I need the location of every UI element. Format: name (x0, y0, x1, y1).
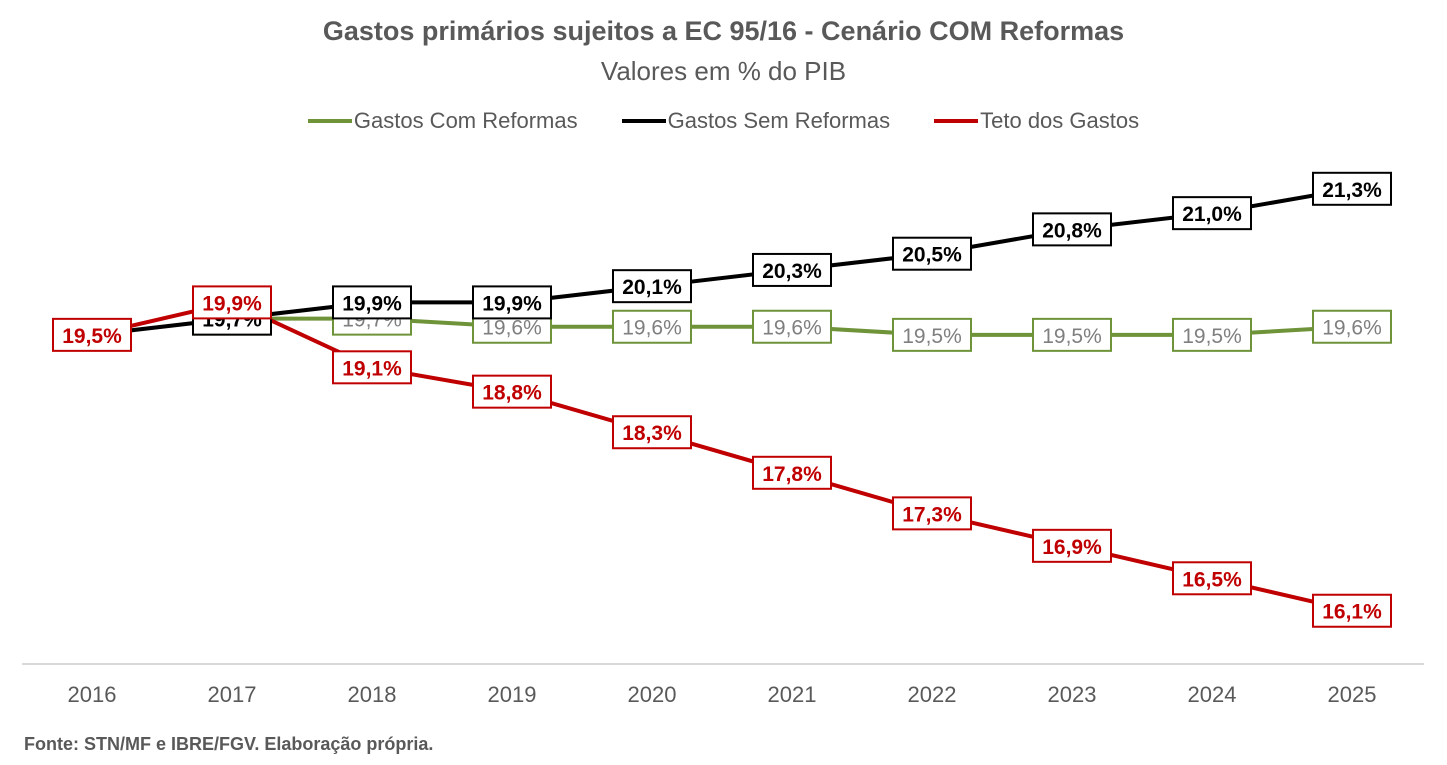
data-label: 19,5% (1032, 317, 1112, 352)
data-label-box (1172, 317, 1252, 352)
data-label: 19,9% (332, 285, 412, 320)
x-tick-label: 2025 (1328, 682, 1377, 707)
data-label-text: 18,3% (622, 422, 682, 445)
data-label-box (1032, 528, 1112, 563)
data-label: 16,1% (1312, 593, 1392, 628)
data-label-box (332, 285, 412, 320)
legend-item-teto: Teto dos Gastos (934, 108, 1139, 134)
data-label-box (892, 496, 972, 531)
data-label-text: 19,5% (902, 325, 962, 348)
chart-subtitle: Valores em % do PIB (600, 56, 847, 86)
data-label-text: 19,6% (482, 317, 542, 340)
data-label-box (192, 285, 272, 320)
data-label: 17,3% (892, 496, 972, 531)
legend-label-sem-reformas: Gastos Sem Reformas (667, 108, 891, 133)
data-label-box (1032, 212, 1112, 247)
data-label: 19,5% (1172, 317, 1252, 352)
data-label-box (752, 455, 832, 490)
x-tick-label: 2018 (348, 682, 397, 707)
data-label: 20,8% (1032, 212, 1112, 247)
data-label-box (1172, 561, 1252, 596)
data-label-box (892, 317, 972, 352)
x-tick-label: 2017 (208, 682, 257, 707)
x-tick-label: 2019 (488, 682, 537, 707)
data-label-text: 17,8% (762, 463, 822, 486)
series-line-1 (91, 186, 1353, 337)
legend-item-com-reformas: Gastos Com Reformas (307, 108, 578, 134)
data-label-box (612, 269, 692, 304)
data-label: 19,1% (332, 350, 412, 385)
legend-swatch-teto (934, 119, 979, 123)
x-tick-label: 2022 (908, 682, 957, 707)
data-label-box (612, 309, 692, 344)
data-label-box (1312, 593, 1392, 628)
data-label-box (892, 236, 972, 271)
x-tick-label: 2016 (68, 682, 117, 707)
data-label: 21,0% (1172, 196, 1252, 231)
x-tick-label: 2023 (1048, 682, 1097, 707)
legend-swatch-com-reformas (307, 119, 352, 123)
legend-swatch-sem-reformas (621, 119, 666, 123)
data-label: 18,8% (472, 374, 552, 409)
data-label-text: 19,9% (202, 292, 262, 315)
data-label-text: 20,1% (622, 276, 682, 299)
data-label: 19,5% (52, 317, 132, 352)
data-label-text: 20,8% (1042, 219, 1102, 242)
data-label-box (1312, 309, 1392, 344)
data-label: 21,3% (1312, 171, 1392, 206)
data-label-text: 19,6% (622, 317, 682, 340)
data-label-box (752, 309, 832, 344)
data-label-box (1032, 317, 1112, 352)
x-tick-label: 2021 (768, 682, 817, 707)
data-label-text: 20,3% (762, 260, 822, 283)
data-label: 19,6% (1312, 309, 1392, 344)
data-label-text: 16,1% (1322, 601, 1382, 624)
data-label-box (752, 252, 832, 287)
data-label: 20,1% (612, 269, 692, 304)
data-label-box (472, 285, 552, 320)
data-label: 17,8% (752, 455, 832, 490)
data-label: 16,5% (1172, 561, 1252, 596)
legend: Gastos Com Reformas Gastos Sem Reformas … (0, 108, 1447, 134)
data-label-text: 16,5% (1182, 568, 1242, 591)
data-label-text: 19,6% (762, 317, 822, 340)
data-label-text: 21,3% (1322, 179, 1382, 202)
data-label-text: 19,5% (62, 325, 122, 348)
data-label: 19,6% (752, 309, 832, 344)
data-label-text: 19,9% (342, 292, 402, 315)
data-label-text: 19,5% (1042, 325, 1102, 348)
source-note: Fonte: STN/MF e IBRE/FGV. Elaboração pró… (24, 734, 434, 754)
data-label-text: 18,8% (482, 382, 542, 405)
legend-label-com-reformas: Gastos Com Reformas (353, 108, 578, 133)
data-label-text: 19,9% (482, 292, 542, 315)
data-label-text: 20,5% (902, 244, 962, 267)
x-tick-label: 2024 (1188, 682, 1237, 707)
data-label: 19,9% (192, 285, 272, 320)
data-label-box (332, 350, 412, 385)
data-label-text: 16,9% (1042, 536, 1102, 559)
x-tick-label: 2020 (628, 682, 677, 707)
data-label-box (1172, 196, 1252, 231)
data-label-box (52, 317, 132, 352)
data-label: 19,5% (892, 317, 972, 352)
data-label: 20,3% (752, 252, 832, 287)
data-label-text: 19,1% (342, 357, 402, 380)
data-label-text: 19,5% (1182, 325, 1242, 348)
data-label-text: 21,0% (1182, 203, 1242, 226)
data-label: 19,6% (612, 309, 692, 344)
data-label: 19,9% (472, 285, 552, 320)
data-label: 18,3% (612, 415, 692, 450)
data-label-box (612, 415, 692, 450)
data-label: 16,9% (1032, 528, 1112, 563)
data-label-text: 19,6% (1322, 317, 1382, 340)
data-label-box (1312, 171, 1392, 206)
data-label-box (472, 374, 552, 409)
legend-label-teto: Teto dos Gastos (980, 108, 1140, 133)
series-line-2 (91, 300, 1353, 613)
legend-item-sem-reformas: Gastos Sem Reformas (621, 108, 891, 134)
chart-title: Gastos primários sujeitos a EC 95/16 - C… (322, 16, 1125, 46)
data-label: 20,5% (892, 236, 972, 271)
data-label-text: 17,3% (902, 503, 962, 526)
